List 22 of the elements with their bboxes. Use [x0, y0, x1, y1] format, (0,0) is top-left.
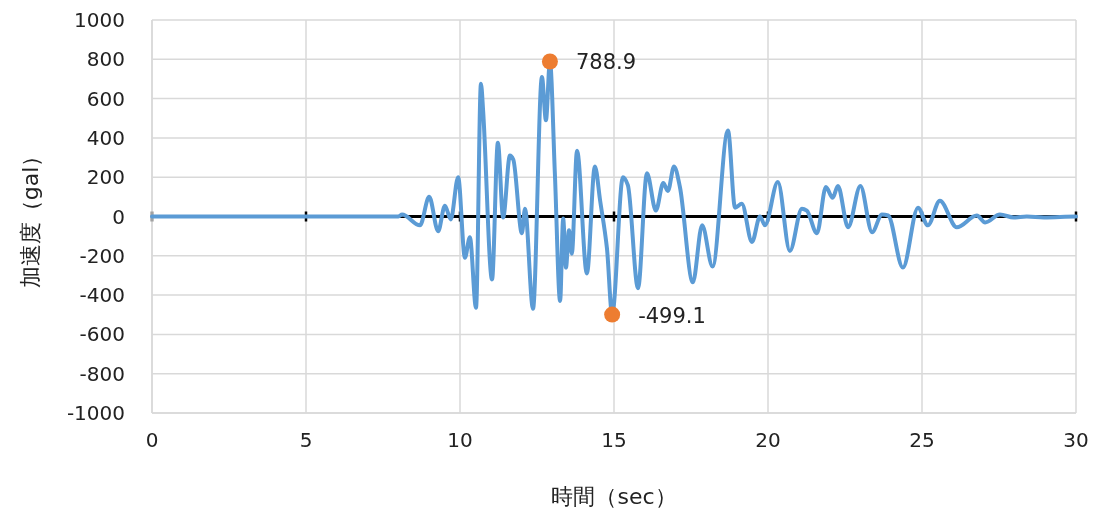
data-label: 788.9 — [575, 50, 637, 75]
data-label: -499.1 — [638, 303, 706, 328]
y-tick-label: -1000 — [66, 401, 125, 425]
x-tick-label: 5 — [299, 428, 313, 452]
y-tick-label: -600 — [79, 322, 125, 347]
y-tick-label: 200 — [86, 165, 125, 190]
y-axis-title: 加速度（gal） — [18, 144, 43, 289]
x-tick-label: 20 — [755, 428, 781, 452]
x-axis-title: 時間（sec） — [551, 484, 677, 509]
y-tick-label: 600 — [86, 86, 125, 111]
y-tick-label: 400 — [86, 125, 125, 150]
x-tick-label: 15 — [601, 428, 627, 452]
x-tick-label: 30 — [1063, 428, 1089, 452]
x-tick-label: 0 — [145, 428, 159, 452]
y-tick-label: -200 — [79, 243, 125, 268]
y-tick-label: 800 — [86, 47, 125, 72]
x-tick-label: 10 — [447, 428, 473, 452]
y-tick-label: 1000 — [74, 8, 125, 32]
y-tick-label: 0 — [112, 204, 125, 229]
y-tick-label: -800 — [79, 361, 125, 386]
y-tick-label: -400 — [79, 283, 125, 308]
x-tick-label: 25 — [909, 428, 935, 452]
